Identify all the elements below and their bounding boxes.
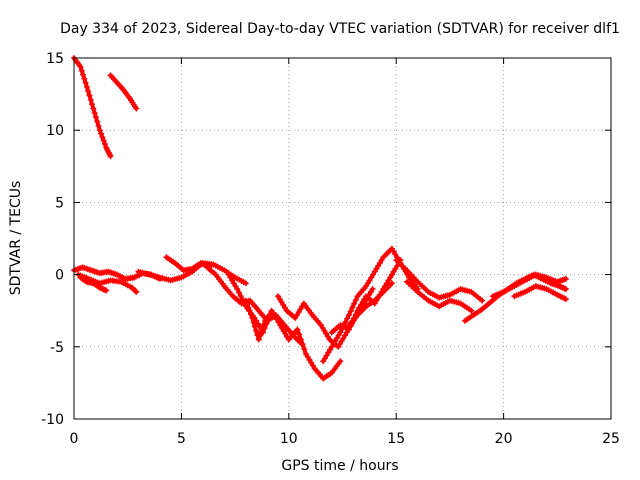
data-point [260,321,267,328]
data-point [86,92,93,99]
series-arc-e [163,254,213,274]
data-point [342,318,349,325]
data-point [242,297,249,304]
data-point [562,275,569,282]
data-point [133,288,140,295]
data-points [71,55,569,382]
data-point [90,105,97,112]
data-point [562,296,569,303]
data-point [259,325,266,332]
y-tick-label: 15 [46,51,64,67]
data-point [349,304,356,311]
data-point [99,134,106,141]
data-point [98,130,105,137]
data-point [258,329,265,336]
data-point [247,311,254,318]
y-tick-label: -5 [50,340,64,356]
data-point [388,280,395,287]
data-point [133,105,140,112]
data-point [237,292,244,299]
data-point [301,346,308,353]
data-point [95,122,102,129]
data-point [244,301,251,308]
data-point [77,63,84,70]
series-arc-high-1 [71,55,114,160]
x-tick-label: 20 [495,431,513,447]
data-point [235,289,242,296]
series-arc-p [489,271,569,300]
axis-ticks [73,57,612,420]
data-point [234,286,241,293]
data-point [345,312,352,319]
grid-lines [74,58,611,419]
x-tick-label: 5 [177,431,186,447]
y-tick-label: 10 [46,123,64,139]
x-tick-label: 25 [602,431,620,447]
data-point [94,118,101,125]
plot-frame [73,57,612,420]
data-point [132,288,139,295]
data-point [245,304,252,311]
series-arc-k [328,257,404,336]
data-point [251,323,258,330]
data-point [82,79,89,86]
y-tick-label: -10 [41,412,64,428]
data-point [369,286,376,293]
data-point [78,67,85,74]
data-point [294,326,301,333]
x-tick-label: 10 [280,431,298,447]
data-point [351,300,358,307]
data-point [107,153,114,160]
data-point [253,327,260,334]
data-point [83,83,90,90]
data-point [89,101,96,108]
data-point [250,319,257,326]
series-arc-n [403,278,475,314]
data-point [255,336,262,343]
data-point [347,308,354,315]
data-point [81,75,88,82]
data-point [337,329,344,336]
data-point [92,114,99,121]
data-point [96,127,103,134]
y-tick-label: 5 [55,195,64,211]
x-tick-label: 15 [387,431,405,447]
x-axis-label: GPS time / hours [281,458,398,474]
data-point [352,297,359,304]
data-point [257,332,264,339]
series-arc-c [77,274,110,294]
data-point [299,341,306,348]
data-point [296,331,303,338]
data-point [337,358,344,365]
data-point [85,88,92,95]
data-point [297,336,304,343]
data-point [344,315,351,322]
data-point [87,96,94,103]
data-point [562,286,569,293]
series-arc-m [393,257,486,304]
series-arc-h [242,297,275,343]
data-point [100,137,107,144]
x-tick-label: 0 [70,431,79,447]
data-point [80,71,87,78]
series-arc-high-2 [107,72,140,112]
data-point [249,314,256,321]
series-arc-b [75,271,140,295]
data-point [101,141,108,148]
series-arc-q [511,283,569,303]
data-point [242,280,249,287]
series-arc-f [204,264,305,347]
data-point [479,297,486,304]
tick-labels: 0 5 10 15 20 25 -10 -5 0 5 10 15 [41,51,620,447]
data-point [268,309,275,316]
series-arc-l [345,280,395,329]
data-point [91,109,98,116]
data-point [246,307,253,314]
data-point [103,287,110,294]
chart-title: Day 334 of 2023, Sidereal Day-to-day VTE… [60,21,620,37]
y-tick-label: 0 [55,268,64,284]
data-point [468,307,475,314]
y-axis-label: SDTVAR / TECUs [8,181,24,296]
